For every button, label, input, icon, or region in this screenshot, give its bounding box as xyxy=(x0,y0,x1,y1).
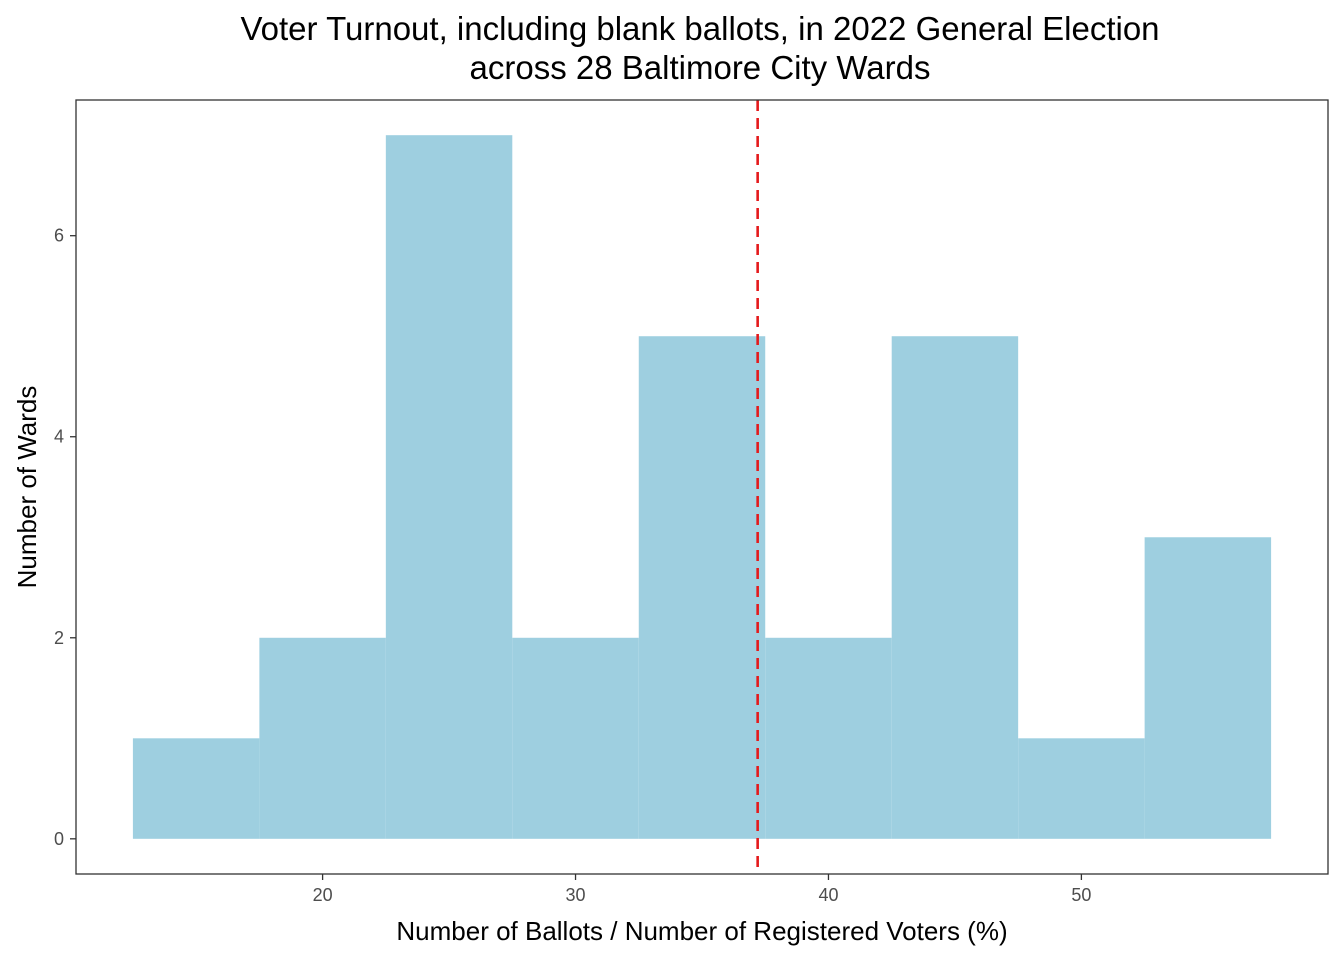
histogram-bar-9 xyxy=(1144,537,1272,839)
chart-title-line-1: Voter Turnout, including blank ballots, … xyxy=(240,10,1159,47)
y-axis-ticks: 0 2 4 6 xyxy=(54,226,76,849)
histogram-bar-2 xyxy=(259,637,386,839)
histogram-bar-1 xyxy=(132,738,260,839)
histogram-bar-8 xyxy=(1018,738,1145,839)
histogram-bar-7 xyxy=(891,336,1019,839)
y-tick-label: 6 xyxy=(54,226,64,246)
histogram-bar-5 xyxy=(638,336,766,839)
histogram-bar-4 xyxy=(512,637,639,839)
x-tick-label: 30 xyxy=(566,885,586,905)
x-axis-title: Number of Ballots / Number of Registered… xyxy=(396,916,1007,946)
y-tick-label: 0 xyxy=(54,829,64,849)
histogram-bar-6 xyxy=(765,637,892,839)
x-axis-ticks: 20 30 40 50 xyxy=(313,874,1091,905)
x-tick-label: 20 xyxy=(313,885,333,905)
x-tick-label: 40 xyxy=(818,885,838,905)
y-tick-label: 4 xyxy=(54,427,64,447)
y-axis-title: Number of Wards xyxy=(12,386,42,589)
histogram-bars xyxy=(132,135,1272,839)
histogram-bar-3 xyxy=(385,135,513,839)
x-tick-label: 50 xyxy=(1071,885,1091,905)
y-tick-label: 2 xyxy=(54,628,64,648)
plot-panel-border xyxy=(75,99,1329,875)
chart-title-line-2: across 28 Baltimore City Wards xyxy=(470,49,931,86)
